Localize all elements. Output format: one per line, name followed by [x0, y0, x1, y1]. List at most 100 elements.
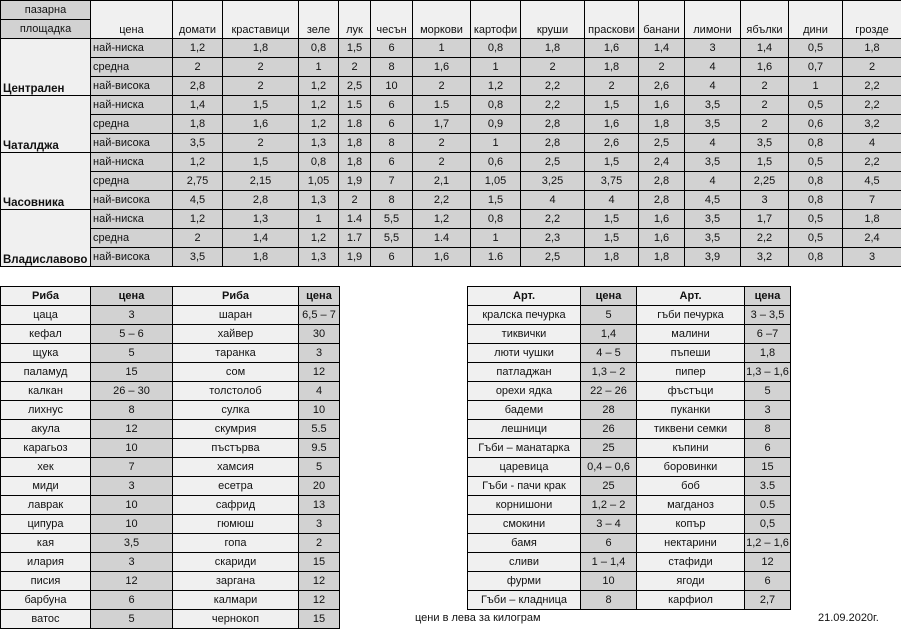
price-cell: 7 [843, 191, 901, 210]
price-cell: 7 [91, 458, 173, 477]
price-cell: 0,5 [789, 210, 843, 229]
price-cell: 3 [91, 477, 173, 496]
header-product: банани [639, 1, 685, 39]
price-cell: 2 [299, 534, 340, 553]
item-name: сулка [173, 401, 299, 420]
price-level-label: средна [91, 58, 173, 77]
price-cell: 1,8 [639, 248, 685, 267]
price-cell: 1,8 [223, 248, 299, 267]
price-level-label: средна [91, 115, 173, 134]
price-cell: 8 [91, 401, 173, 420]
price-cell: 2,2 [521, 96, 585, 115]
item-name: илария [1, 553, 91, 572]
price-cell: 1,3 [299, 248, 339, 267]
item-name: кралска печурка [468, 306, 581, 325]
price-cell: 4,5 [685, 191, 741, 210]
header-item: Арт. [637, 287, 745, 306]
price-cell: 0,5 [789, 229, 843, 248]
item-name: пипер [637, 363, 745, 382]
price-cell: 8 [745, 420, 791, 439]
item-name: боровинки [637, 458, 745, 477]
header-price: цена [299, 287, 340, 306]
item-name: шаран [173, 306, 299, 325]
price-cell: 6 [745, 439, 791, 458]
price-cell: 15 [299, 610, 340, 629]
header-product: картофи [471, 1, 521, 39]
header-item: Риба [1, 287, 91, 306]
item-name: таранка [173, 344, 299, 363]
price-cell: 10 [91, 496, 173, 515]
price-cell: 2 [741, 115, 789, 134]
header-product: ябълки [741, 1, 789, 39]
price-cell: 2,2 [521, 210, 585, 229]
price-cell: 5 [91, 610, 173, 629]
price-cell: 1,8 [843, 39, 901, 58]
market-name: Чаталджа [1, 96, 91, 153]
item-name: лаврак [1, 496, 91, 515]
header-price: цена [581, 287, 637, 306]
date-label: 21.09.2020г. [818, 612, 879, 624]
price-cell: 12 [91, 420, 173, 439]
price-cell: 6 –7 [745, 325, 791, 344]
price-cell: 1,2 – 2 [581, 496, 637, 515]
item-name: Гъби – манатарка [468, 439, 581, 458]
price-cell: 1,5 [585, 229, 639, 248]
price-cell: 2,5 [521, 248, 585, 267]
price-cell: 5 – 6 [91, 325, 173, 344]
price-cell: 3 – 4 [581, 515, 637, 534]
header-product: домати [173, 1, 223, 39]
price-cell: 3 [745, 401, 791, 420]
price-cell: 15 [91, 363, 173, 382]
header-product: грозде [843, 1, 901, 39]
price-cell: 10 [91, 439, 173, 458]
price-cell: 8 [371, 134, 413, 153]
price-cell: 2,6 [585, 134, 639, 153]
price-cell: 2,5 [339, 77, 371, 96]
price-cell: 3,5 [91, 534, 173, 553]
price-cell: 2,2 [413, 191, 471, 210]
price-cell: 0,8 [471, 210, 521, 229]
price-cell: 10 [299, 401, 340, 420]
price-cell: 1,5 [585, 96, 639, 115]
price-cell: 2,8 [521, 134, 585, 153]
price-cell: 0,8 [471, 96, 521, 115]
price-cell: 1.4 [339, 210, 371, 229]
market-name: Часовника [1, 153, 91, 210]
price-cell: 2,4 [843, 229, 901, 248]
item-name: тиквички [468, 325, 581, 344]
price-cell: 6 [371, 115, 413, 134]
price-cell: 0,4 – 0,6 [581, 458, 637, 477]
price-cell: 2,5 [521, 153, 585, 172]
price-cell: 4,5 [173, 191, 223, 210]
item-name: кая [1, 534, 91, 553]
item-name: тиквени семки [637, 420, 745, 439]
price-cell: 2 [413, 134, 471, 153]
price-cell: 1,4 [173, 96, 223, 115]
item-name: магданоз [637, 496, 745, 515]
item-name: фурми [468, 572, 581, 591]
item-name: скариди [173, 553, 299, 572]
price-cell: 1,4 [223, 229, 299, 248]
item-name: боб [637, 477, 745, 496]
price-cell: 3 [91, 306, 173, 325]
header-product: праскови [585, 1, 639, 39]
price-cell: 5.5 [299, 420, 340, 439]
price-cell: 8 [371, 191, 413, 210]
price-cell: 1,2 [471, 77, 521, 96]
item-name: сафрид [173, 496, 299, 515]
price-cell: 1,5 [585, 210, 639, 229]
item-name: сливи [468, 553, 581, 572]
item-name: заргана [173, 572, 299, 591]
